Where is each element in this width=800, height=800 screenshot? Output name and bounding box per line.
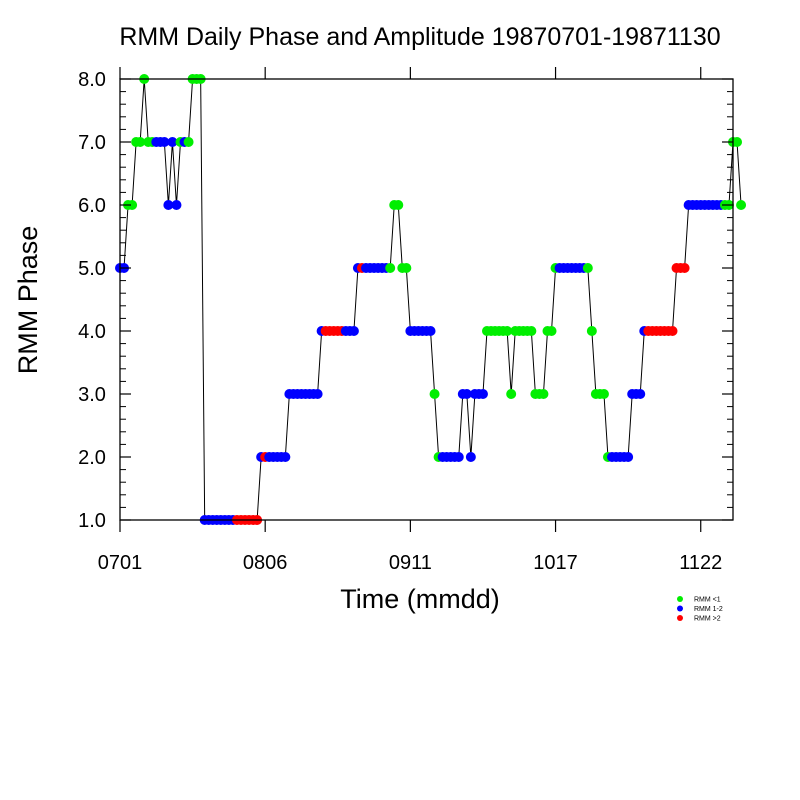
y-axis-label: RMM Phase <box>13 226 43 375</box>
data-point <box>538 389 549 399</box>
data-point <box>586 326 597 336</box>
legend-label-lt1: RMM <1 <box>694 597 721 604</box>
y-tick-label: 6.0 <box>78 195 106 217</box>
x-tick-label: 0911 <box>389 552 432 574</box>
data-point <box>582 263 593 273</box>
data-point <box>635 389 646 399</box>
y-tick-label: 8.0 <box>78 69 106 91</box>
legend-label-gt2: RMM >2 <box>694 616 721 623</box>
plot-area: 1.0 2.0 3.0 4.0 5.0 6.0 7.0 8.0 0701 0806 0911 1017… <box>78 67 747 574</box>
x-tick-label: 1017 <box>533 552 578 574</box>
data-point <box>127 200 138 210</box>
data-point <box>135 137 146 147</box>
data-point <box>312 389 323 399</box>
y-tick-label: 4.0 <box>78 321 106 343</box>
x-tick-label: 0806 <box>243 552 288 574</box>
data-point <box>171 200 182 210</box>
data-point <box>163 200 174 210</box>
data-point <box>348 326 359 336</box>
data-point <box>477 389 488 399</box>
data-point <box>453 452 464 462</box>
data-point <box>159 137 170 147</box>
y-tick-label: 3.0 <box>78 384 106 406</box>
data-point <box>546 326 557 336</box>
legend: RMM <1 RMM 1-2 RMM >2 <box>677 596 723 623</box>
data-point <box>502 326 513 336</box>
data-point <box>623 452 634 462</box>
legend-marker-gt2 <box>677 615 683 621</box>
y-tick-label: 7.0 <box>78 132 106 154</box>
data-point <box>425 326 436 336</box>
plot-frame <box>119 78 734 521</box>
data-point <box>526 326 537 336</box>
x-tick-label: 0701 <box>98 552 143 574</box>
data-point <box>393 200 404 210</box>
data-point <box>429 389 440 399</box>
data-point <box>667 326 678 336</box>
y-tick-label: 5.0 <box>78 258 106 280</box>
data-point <box>598 389 609 399</box>
y-tick-label: 1.0 <box>78 510 106 532</box>
legend-marker-lt1 <box>677 596 683 602</box>
y-tick-label: 2.0 <box>78 447 106 469</box>
data-point <box>385 263 396 273</box>
data-point <box>183 137 194 147</box>
chart-title: RMM Daily Phase and Amplitude 19870701-1… <box>119 23 720 51</box>
data-point <box>401 263 412 273</box>
data-point <box>736 200 747 210</box>
data-point <box>732 137 743 147</box>
x-tick-label: 1122 <box>679 552 722 574</box>
legend-marker-mid <box>677 605 683 612</box>
data-point <box>280 452 291 462</box>
data-point <box>465 452 476 462</box>
data-point <box>506 389 517 399</box>
data-point <box>461 389 472 399</box>
legend-label-mid: RMM 1-2 <box>694 606 723 613</box>
data-point <box>679 263 690 273</box>
data-point <box>167 137 178 147</box>
x-axis-label: Time (mmdd) <box>340 584 500 614</box>
